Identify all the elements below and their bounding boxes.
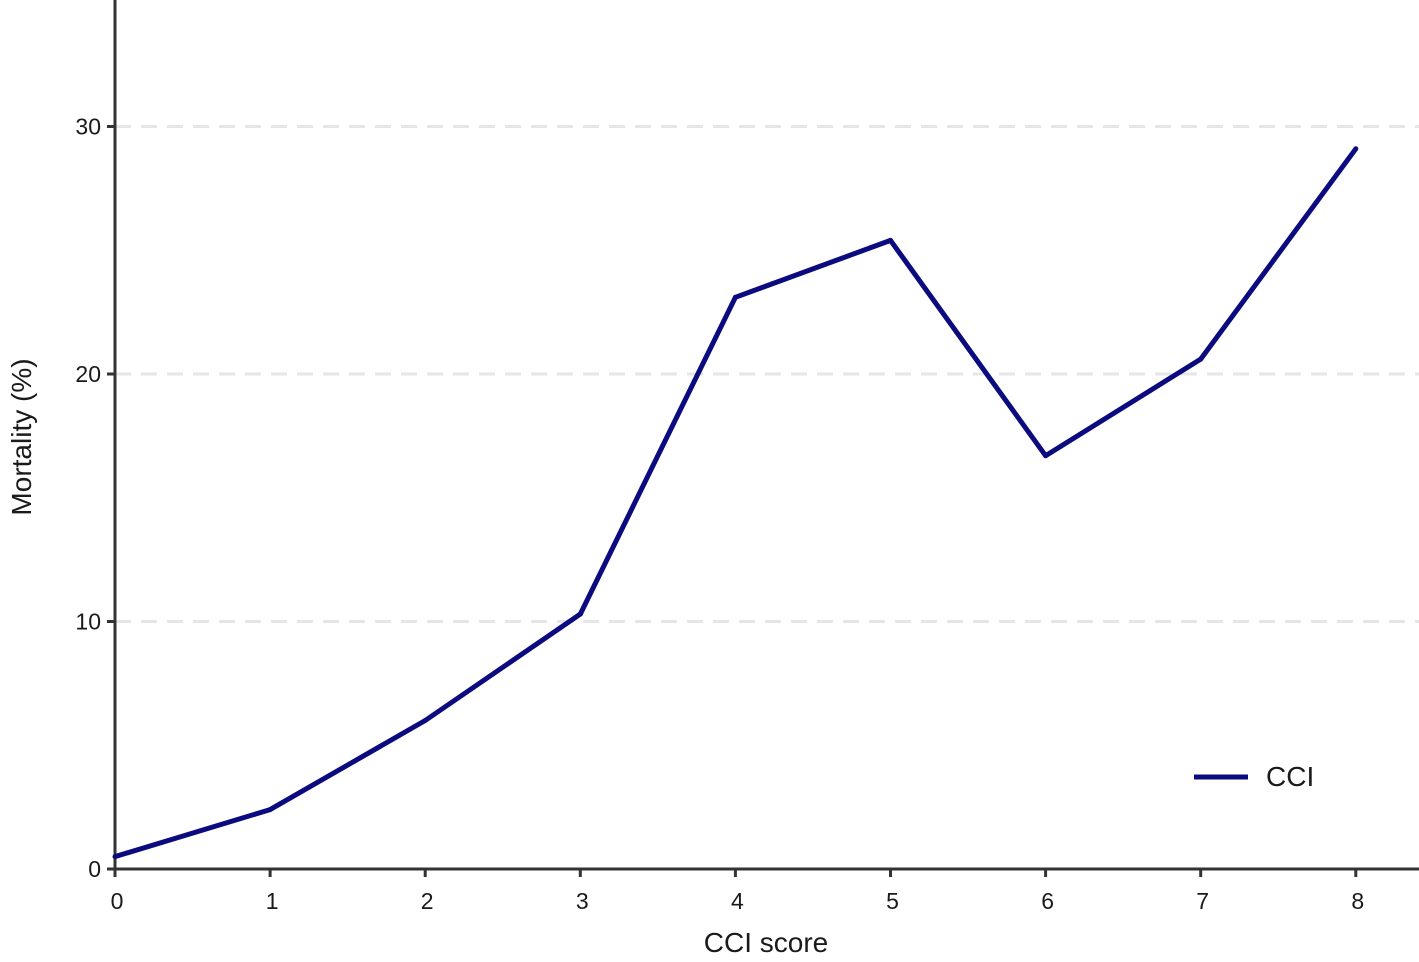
y-tick-label: 20 [75, 361, 101, 387]
series [112, 146, 1359, 860]
x-tick-label: 3 [576, 888, 589, 914]
y-tick-label: 10 [75, 609, 101, 635]
x-tick-label: 1 [266, 888, 279, 914]
axes [113, 0, 1419, 871]
x-tick-label: 2 [421, 888, 434, 914]
y-tick-label: 30 [75, 114, 101, 140]
x-tick-label: 5 [886, 888, 899, 914]
x-axis-title: CCI score [704, 927, 828, 958]
series-line-cci [114, 147, 1358, 859]
data-point [888, 237, 893, 243]
x-tick-label: 7 [1196, 888, 1209, 914]
legend-label-cci: CCI [1266, 761, 1314, 792]
y-axis-title: Mortality (%) [6, 358, 37, 515]
data-point [1353, 146, 1359, 152]
data-point [732, 294, 738, 300]
x-tick-label: 8 [1351, 888, 1364, 914]
data-point [422, 718, 428, 723]
data-point [112, 854, 118, 860]
x-tick-label: 0 [111, 888, 124, 914]
x-tick-label: 6 [1041, 888, 1054, 914]
data-point [577, 611, 583, 617]
y-tick-label: 0 [88, 856, 101, 882]
ticks: 0 10 20 30 0 1 2 3 4 5 6 7 8 [75, 114, 1364, 915]
data-point [267, 807, 273, 813]
legend: CCI [1194, 761, 1314, 792]
data-point [1043, 453, 1049, 459]
gridlines [115, 125, 1419, 623]
data-point [1198, 356, 1204, 362]
x-tick-label: 4 [731, 888, 744, 914]
